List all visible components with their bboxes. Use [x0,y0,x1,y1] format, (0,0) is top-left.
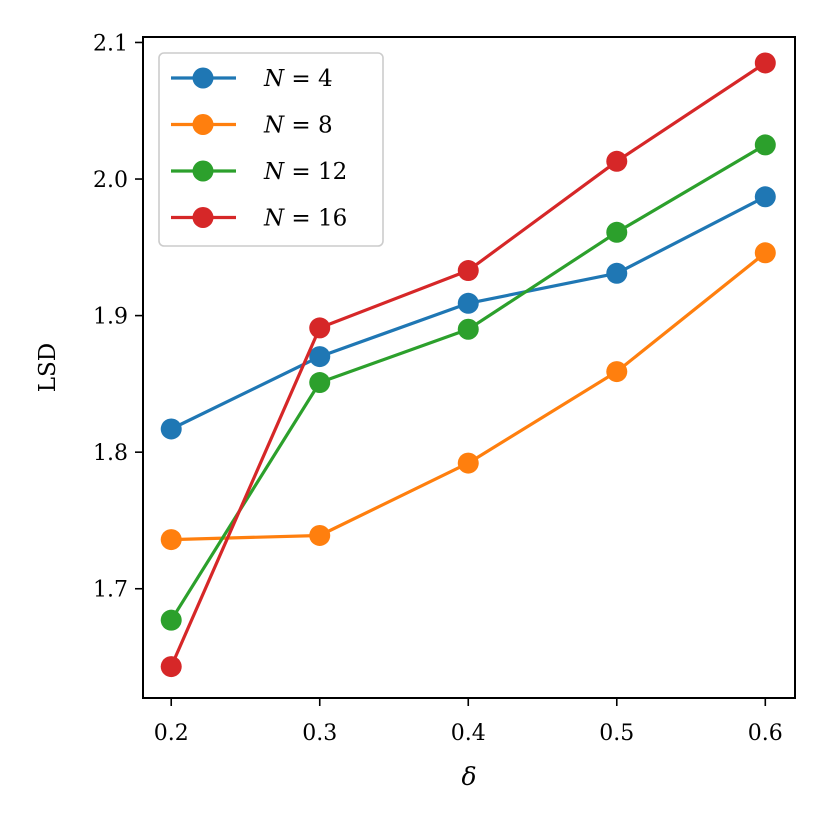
y-tick-label: 2.1 [93,31,128,56]
x-axis: 0.2 0.3 0.4 0.5 0.6 [154,698,783,746]
legend-label: N = 8 [263,113,333,139]
x-tick-label: 0.2 [154,721,189,746]
data-point [754,186,776,208]
data-point [160,656,182,678]
data-point [754,134,776,156]
data-point [606,361,628,383]
legend-marker [192,160,214,182]
legend: N = 4N = 8N = 12N = 16 [158,52,384,247]
legend-label-variable: N [263,113,285,139]
legend-marker [192,207,214,228]
legend-label-value: = 4 [284,66,333,92]
legend-label-variable: N [263,159,285,185]
data-point [160,609,182,631]
y-tick-label: 2.0 [93,168,128,193]
y-tick-label: 1.9 [93,305,128,330]
data-point [160,418,182,440]
data-point [309,524,331,546]
data-point [309,317,331,339]
data-point [457,452,479,474]
legend-marker [192,67,214,89]
legend-label-variable: N [263,66,285,92]
data-point [606,150,628,172]
x-tick-label: 0.5 [599,721,634,746]
legend-label: N = 4 [263,66,333,92]
data-point [606,262,628,284]
y-tick-label: 1.7 [93,578,128,603]
data-point [457,292,479,314]
x-tick-label: 0.4 [451,721,486,746]
plot-marks [160,52,776,678]
y-axis-label: LSD [35,343,61,392]
legend-label-value: = 16 [284,206,347,232]
x-tick-label: 0.6 [748,721,783,746]
data-point [309,346,331,368]
data-point [160,529,182,551]
data-point [457,260,479,282]
y-tick-label: 1.8 [93,441,128,466]
legend-label-value: = 12 [284,159,347,185]
x-tick-label: 0.3 [302,721,337,746]
legend-label: N = 12 [263,159,347,185]
legend-label-value: = 8 [284,113,333,139]
data-point [309,372,331,394]
legend-label: N = 16 [263,206,347,232]
legend-label-variable: N [263,206,285,232]
data-point [606,221,628,243]
legend-marker [192,114,214,135]
y-axis: 1.7 1.8 1.9 2.0 2.1 [93,31,143,603]
data-point [754,242,776,264]
data-point [457,318,479,340]
legend-box [158,52,384,247]
data-point [754,52,776,74]
x-axis-label: δ [461,762,476,791]
